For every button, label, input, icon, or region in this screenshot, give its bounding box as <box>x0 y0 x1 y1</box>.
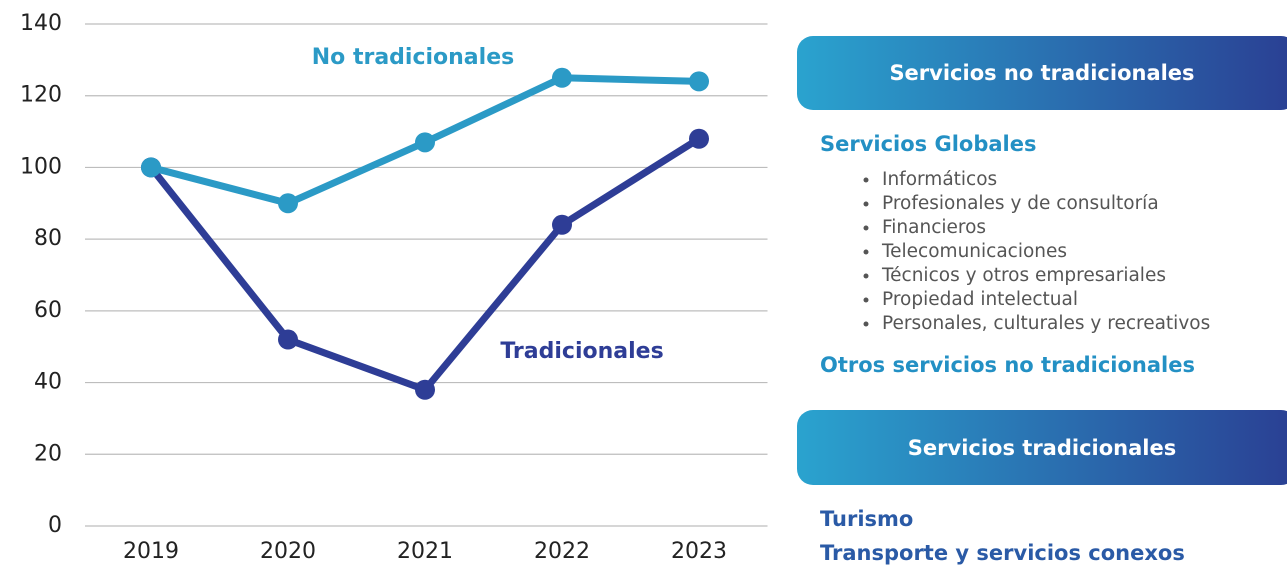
point <box>552 214 572 235</box>
point <box>415 379 435 400</box>
item-list: Informáticos Profesionales y de consultor… <box>863 169 1210 334</box>
y-tick-label: 100 <box>20 154 62 179</box>
group-heading: Otros servicios no tradicionales <box>820 353 1195 377</box>
item: Profesionales y de consultoría <box>882 193 1159 214</box>
section-title: Servicios tradicionales <box>908 436 1176 460</box>
bullet <box>863 201 869 207</box>
y-tick-label: 120 <box>20 83 62 108</box>
item: Propiedad intelectual <box>882 289 1078 310</box>
point <box>689 128 709 149</box>
x-tick-label: 2021 <box>397 539 453 564</box>
point <box>278 329 298 350</box>
section-box <box>797 36 1287 110</box>
point <box>278 193 298 214</box>
panel: Servicios no tradicionales Servicios Glo… <box>797 36 1287 565</box>
series-label: No tradicionales <box>312 45 514 70</box>
bullet <box>863 249 869 255</box>
bullet <box>863 177 869 183</box>
point <box>689 71 709 92</box>
y-tick-label: 20 <box>34 441 62 466</box>
bullet <box>863 273 869 279</box>
x-tick-label: 2023 <box>671 539 727 564</box>
section-box <box>797 410 1287 485</box>
y-tick-label: 140 <box>20 11 62 36</box>
bullet <box>863 225 869 231</box>
group-heading: Servicios Globales <box>820 132 1037 156</box>
point <box>415 132 435 153</box>
x-tick-label: 2020 <box>260 539 316 564</box>
series-label: Tradicionales <box>500 339 663 364</box>
point <box>141 157 161 178</box>
bullet <box>863 321 869 327</box>
x-tick-label: 2019 <box>123 539 179 564</box>
item: Telecomunicaciones <box>881 241 1067 262</box>
y-tick-label: 40 <box>34 370 62 395</box>
point <box>552 67 572 88</box>
group-heading: Turismo <box>820 507 913 531</box>
y-tick-label: 0 <box>48 513 62 538</box>
item: Personales, culturales y recreativos <box>882 313 1210 334</box>
group-heading: Transporte y servicios conexos <box>820 541 1185 565</box>
item: Financieros <box>882 217 986 238</box>
plot: 0 20 40 60 80 100 120 140 2019 2020 2021 2022 2023 Tr… <box>20 11 768 564</box>
x-tick-label: 2022 <box>534 539 590 564</box>
section-title: Servicios no tradicionales <box>889 61 1194 85</box>
y-tick-label: 60 <box>34 298 62 323</box>
y-tick-label: 80 <box>34 226 62 251</box>
bullet <box>863 297 869 303</box>
item: Técnicos y otros empresariales <box>881 265 1166 286</box>
item: Informáticos <box>882 169 997 190</box>
